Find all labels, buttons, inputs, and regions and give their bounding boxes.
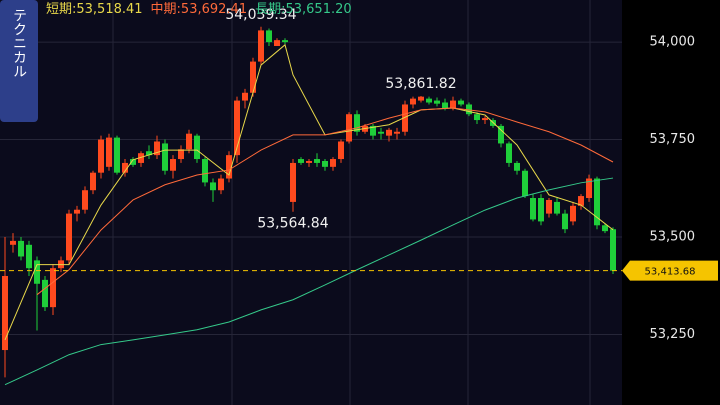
candle-body xyxy=(50,268,56,308)
candle-body xyxy=(210,182,216,191)
legend-entry: 短期:53,518.41 xyxy=(46,2,143,17)
candle-body xyxy=(66,213,72,261)
side-tab[interactable] xyxy=(0,0,38,122)
candle-body xyxy=(610,229,616,271)
candle-body xyxy=(42,279,48,308)
y-tick-label: 53,750 xyxy=(650,132,696,147)
candle-body xyxy=(410,98,416,105)
candle-body xyxy=(346,114,352,142)
y-tick-label: 53,250 xyxy=(650,327,696,342)
candle-body xyxy=(498,125,504,144)
grid xyxy=(112,0,591,405)
candle-body xyxy=(98,139,104,173)
candle-body xyxy=(370,125,376,136)
y-tick-label: 53,500 xyxy=(650,229,696,244)
candle-body xyxy=(306,160,312,163)
candle-body xyxy=(26,244,32,269)
candle-body xyxy=(82,190,88,210)
candle-body xyxy=(378,131,384,134)
candle-body xyxy=(418,96,424,101)
candle-body xyxy=(282,40,288,43)
candle-body xyxy=(402,104,408,132)
candle-body xyxy=(570,205,576,222)
candle-body xyxy=(322,160,328,167)
candle-body xyxy=(2,275,8,351)
candle-body xyxy=(290,162,296,202)
candle-body xyxy=(170,159,176,171)
candle-body xyxy=(386,129,392,136)
legend-entry: 中期:53,692.41 xyxy=(151,2,248,17)
candle-body xyxy=(354,114,360,132)
candle-body xyxy=(602,225,608,232)
candle-body xyxy=(578,196,584,206)
candle-body xyxy=(266,30,272,43)
candle-body xyxy=(10,240,16,245)
candle-body xyxy=(530,198,536,220)
candle-body xyxy=(146,151,152,156)
candle-body xyxy=(194,135,200,160)
candle-body xyxy=(466,104,472,115)
candle-body xyxy=(562,213,568,230)
candle-body xyxy=(554,201,560,214)
candle-body xyxy=(178,149,184,160)
candle-body xyxy=(426,98,432,103)
price-annotation: 53,861.82 xyxy=(385,76,456,92)
candle-body xyxy=(114,137,120,173)
candle-body xyxy=(130,159,136,165)
legend: 短期:53,518.41 中期:53,692.41 長期:53,651.20 xyxy=(46,2,352,17)
candle-body xyxy=(90,172,96,191)
candle-body xyxy=(162,143,168,171)
candle-body xyxy=(226,155,232,179)
candle-body xyxy=(314,159,320,163)
candle-body xyxy=(18,240,24,257)
y-tick-label: 54,000 xyxy=(650,35,696,50)
moving-average-line xyxy=(4,177,614,386)
candle-body xyxy=(482,118,488,121)
candle-body xyxy=(442,102,448,109)
axis-panel xyxy=(622,0,720,405)
moving-average-line xyxy=(36,107,614,296)
candle-body xyxy=(234,100,240,156)
candle-body xyxy=(74,209,80,214)
candle-body xyxy=(546,199,552,214)
candle-body xyxy=(186,133,192,150)
candle-body xyxy=(122,162,128,173)
candle-body xyxy=(250,61,256,93)
candle-body xyxy=(586,178,592,199)
candle-body xyxy=(202,159,208,183)
candle-body xyxy=(154,141,160,156)
side-tab-label[interactable]: テクニカル xyxy=(11,8,27,78)
candle-body xyxy=(394,131,400,134)
candle-body xyxy=(474,114,480,121)
last-price-label: 53,413.68 xyxy=(645,267,696,278)
candle-body xyxy=(522,170,528,197)
candle-body xyxy=(298,159,304,163)
candle-body xyxy=(506,143,512,163)
legend-entry: 長期:53,651.20 xyxy=(255,2,352,17)
candle-body xyxy=(514,162,520,171)
price-annotation: 54,039.34 xyxy=(225,7,296,23)
candle-body xyxy=(538,198,544,222)
candle-body xyxy=(258,30,264,62)
last-price-tag xyxy=(622,260,718,281)
candle-body xyxy=(242,92,248,101)
candle-body xyxy=(594,178,600,226)
candle-body xyxy=(218,178,224,191)
candle-body xyxy=(138,153,144,163)
candle-body xyxy=(458,100,464,105)
candle-body xyxy=(338,141,344,160)
candle-body xyxy=(106,137,112,167)
candle-body xyxy=(434,100,440,104)
price-annotation: 53,564.84 xyxy=(257,216,328,232)
candle-body xyxy=(34,260,40,284)
candle-body xyxy=(330,159,336,167)
candle-body xyxy=(274,40,280,46)
candle-body xyxy=(450,100,456,109)
moving-average-line xyxy=(4,43,614,341)
